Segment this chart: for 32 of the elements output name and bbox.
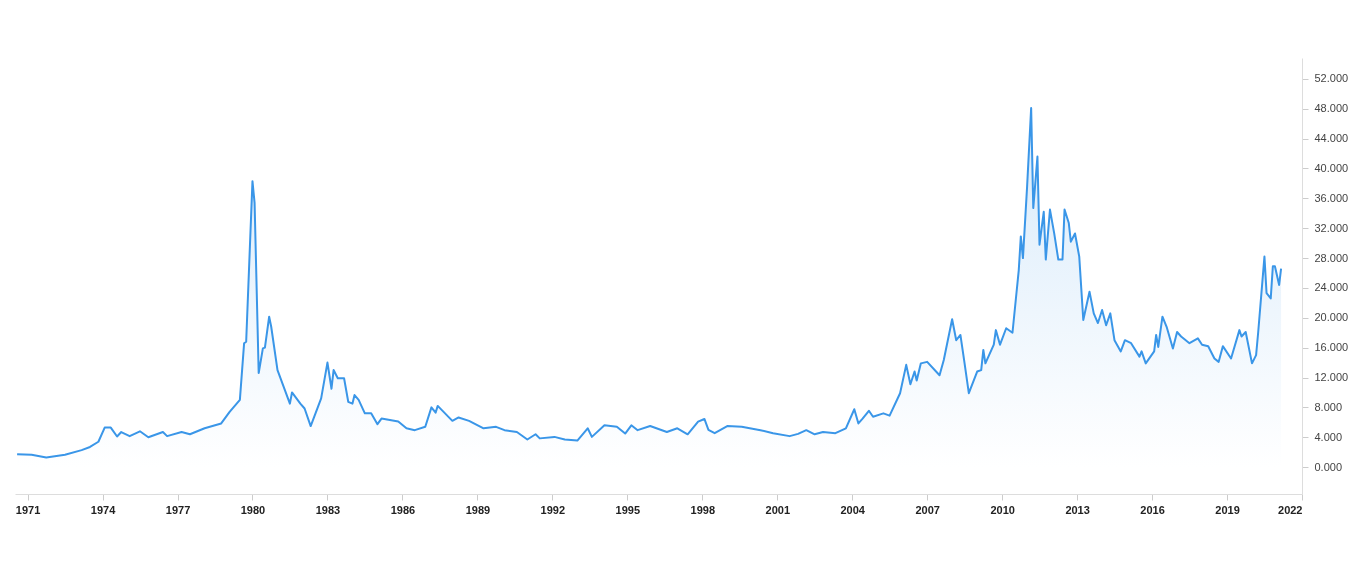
x-tick-label: 1983 <box>315 503 341 516</box>
x-tick-label: 1980 <box>240 503 266 516</box>
x-tick-label: 1986 <box>390 503 416 516</box>
y-tick-label: 16.000 <box>1314 341 1349 354</box>
y-tick-label: 0.000 <box>1314 460 1343 473</box>
x-tick-label: 2010 <box>990 503 1015 516</box>
x-tick-label: 2013 <box>1065 503 1090 516</box>
x-tick-label: 1989 <box>465 503 491 516</box>
x-tick-label: 2001 <box>765 503 791 516</box>
x-tick-label: 2004 <box>840 503 866 516</box>
x-tick-label: 2007 <box>915 503 940 516</box>
x-tick-label: 2016 <box>1140 503 1165 516</box>
y-tick-label: 28.000 <box>1314 251 1349 264</box>
y-tick-label: 20.000 <box>1314 311 1349 324</box>
x-tick-label: 2022 <box>1278 503 1303 516</box>
y-tick-label: 48.000 <box>1314 102 1349 115</box>
y-tick-label: 24.000 <box>1314 281 1349 294</box>
y-tick-label: 32.000 <box>1314 221 1349 234</box>
x-tick-label: 1971 <box>15 503 41 516</box>
x-tick-label: 1977 <box>165 503 191 516</box>
y-tick-label: 4.000 <box>1314 430 1343 443</box>
y-tick-label: 8.000 <box>1314 400 1343 413</box>
y-tick-label: 36.000 <box>1314 191 1349 204</box>
x-tick-label: 1992 <box>540 503 566 516</box>
y-tick-label: 44.000 <box>1314 132 1349 145</box>
y-tick-label: 52.000 <box>1314 72 1349 85</box>
x-tick-label: 1995 <box>615 503 641 516</box>
x-tick-label: 1974 <box>90 503 117 516</box>
y-tick-label: 12.000 <box>1314 371 1349 384</box>
y-tick-label: 40.000 <box>1314 161 1349 174</box>
x-tick-label: 2019 <box>1215 503 1240 516</box>
x-tick-label: 1998 <box>690 503 716 516</box>
